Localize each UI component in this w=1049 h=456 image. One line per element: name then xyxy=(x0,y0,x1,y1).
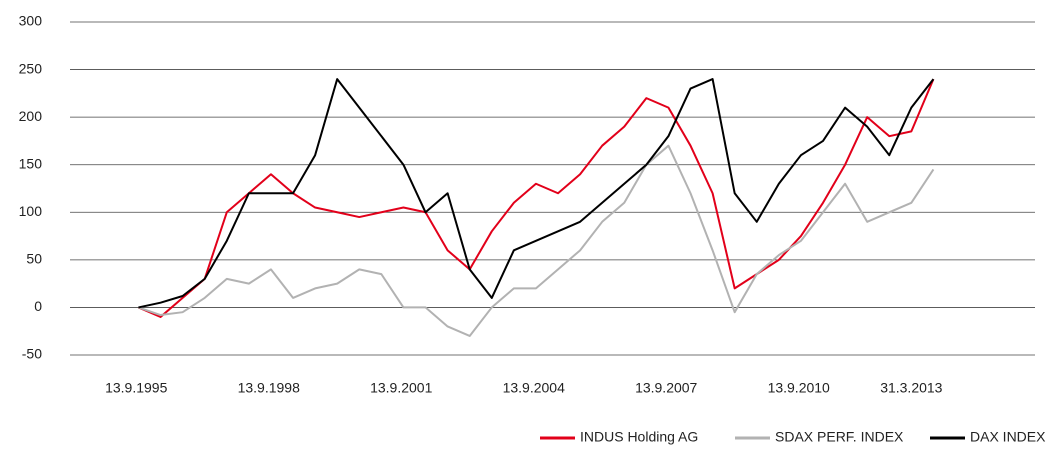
y-tick-label: 50 xyxy=(26,251,42,267)
y-tick-label: 0 xyxy=(34,298,42,314)
legend-label: INDUS Holding AG xyxy=(580,429,698,445)
series-line xyxy=(138,78,935,318)
series-line xyxy=(138,78,935,309)
legend-label: DAX INDEX xyxy=(970,429,1046,445)
x-tick-label: 31.3.2013 xyxy=(880,380,942,396)
y-tick-label: 250 xyxy=(19,60,43,76)
x-tick-label: 13.9.2007 xyxy=(635,380,697,396)
x-tick-label: 13.9.1995 xyxy=(105,380,167,396)
series-line xyxy=(138,144,935,337)
y-tick-label: 200 xyxy=(19,108,43,124)
x-tick-label: 13.9.2001 xyxy=(370,380,432,396)
x-tick-label: 13.9.2004 xyxy=(503,380,565,396)
y-tick-label: 300 xyxy=(19,13,43,29)
x-tick-label: 13.9.2010 xyxy=(768,380,830,396)
y-tick-label: 150 xyxy=(19,155,43,171)
y-tick-label: -50 xyxy=(22,346,42,362)
x-tick-label: 13.9.1998 xyxy=(238,380,300,396)
y-tick-label: 100 xyxy=(19,203,43,219)
legend-label: SDAX PERF. INDEX xyxy=(775,429,904,445)
